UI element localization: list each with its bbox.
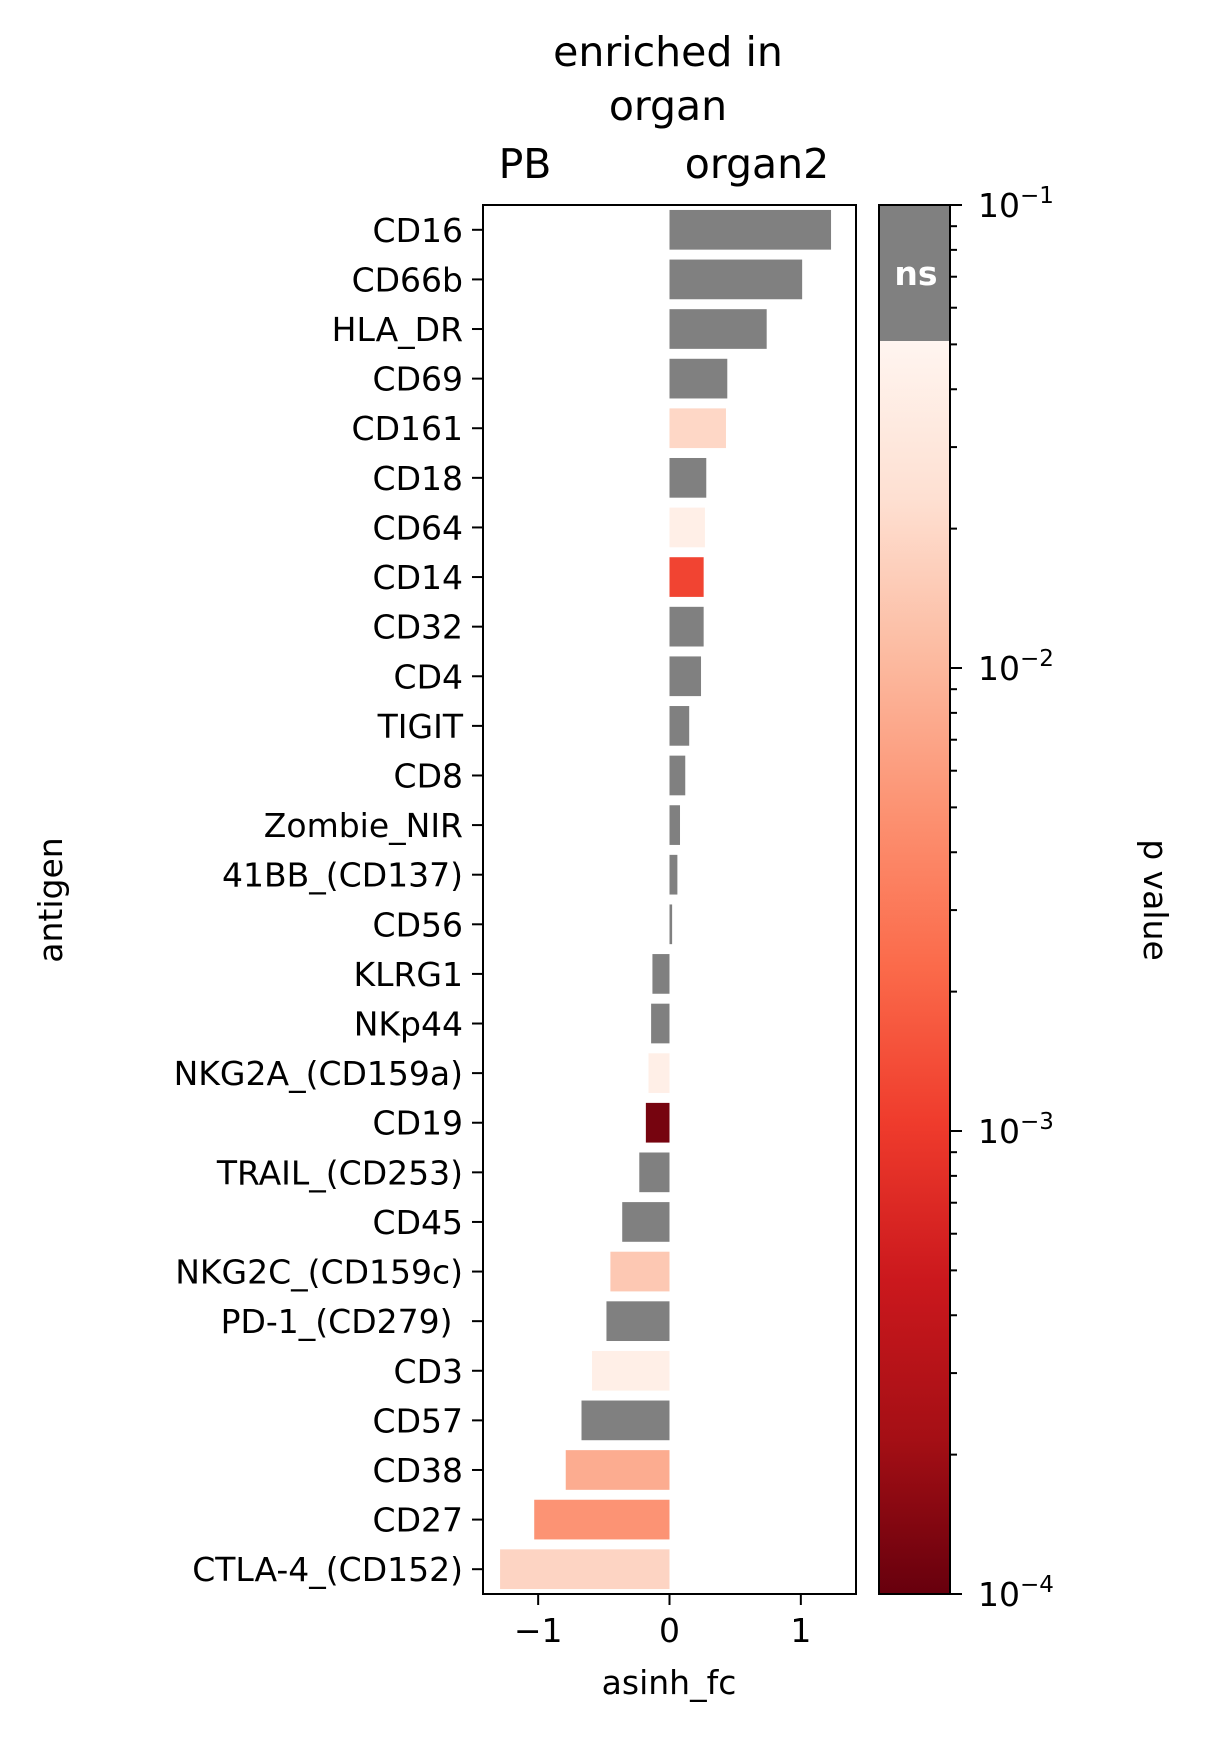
y-tick-label: CD161 [352,409,463,448]
y-tick-label: CD19 [373,1104,463,1143]
y-tick-label: CD38 [373,1451,463,1490]
y-tick-label: CD16 [373,211,463,250]
chart-title-line-2: organ [609,82,727,130]
x-axis: −1 0 1 [514,1594,811,1650]
y-tick-label: CD57 [373,1401,463,1440]
colorbar-gradient [879,341,950,1594]
bar-trail-cd253- [639,1152,670,1193]
bar-klrg1 [652,954,670,994]
y-tick-label: Zombie_NIR [264,806,463,845]
x-tick-label: 1 [790,1611,811,1650]
y-tick-label: CD66b [352,260,463,299]
group-label-right: organ2 [685,140,829,188]
y-tick-label: CD18 [373,459,463,498]
bar-41bb-cd137- [669,854,678,895]
colorbar-tick-label: 10−1 [978,183,1054,225]
bar-cd3 [592,1350,670,1391]
bar-cd56 [669,904,673,945]
y-tick-label: CD4 [394,657,463,696]
y-tick-label: TRAIL_(CD253) [216,1153,463,1192]
y-tick-label: KLRG1 [353,955,463,994]
bar-cd69 [669,358,728,399]
y-tick-label: CD8 [394,756,463,795]
bar-cd8 [669,755,686,796]
bar-nkg2c-cd159c- [610,1251,670,1292]
colorbar-axis: 10−1 10−2 10−3 10−4 [950,183,1054,1614]
bar-cd18 [669,457,707,498]
bar-cd64 [669,507,705,548]
bars-group [500,209,832,1590]
y-tick-label: TIGIT [377,707,464,746]
colorbar-frame [878,204,951,1595]
bar-cd27 [534,1499,670,1540]
colorbar-label: p value [1136,839,1175,961]
x-tick-label: 0 [659,1611,680,1650]
y-tick-label: CD3 [394,1352,463,1391]
bar-cd14 [669,557,704,597]
colorbar-tick-label: 10−3 [978,1109,1054,1151]
y-tick-label: 41BB_(CD137) [222,856,463,895]
colorbar-ns-label: ns [894,254,937,293]
x-axis-label: asinh_fc [602,1663,737,1702]
y-tick-label: CD32 [373,608,463,647]
y-tick-label: CD56 [373,905,463,944]
y-tick-label: CD14 [373,558,463,597]
y-tick-label: CTLA-4_(CD152) [192,1550,463,1589]
y-tick-label: CD45 [373,1203,463,1242]
bar-cd38 [565,1450,670,1490]
y-tick-label: HLA_DR [332,310,463,349]
bar-hla-dr [669,309,767,349]
colorbar-tick-label: 10−4 [978,1572,1054,1614]
y-axis: CD16 CD66b HLA_DR CD69 CD161 CD18 CD64 CD14 CD32… [174,211,483,1589]
bar-nkp44 [651,1003,670,1044]
bar-cd45 [622,1202,670,1242]
y-tick-label: CD27 [373,1501,463,1540]
bar-cd19 [645,1102,670,1143]
y-tick-label: NKG2C_(CD159c) [175,1253,463,1292]
bar-zombie-nir [669,805,681,845]
bar-tigit [669,706,690,746]
group-label-left: PB [499,140,552,188]
colorbar-tick-label: 10−2 [978,646,1054,688]
bar-cd32 [669,606,704,647]
colorbar-ns-block [879,205,950,341]
bar-cd57 [581,1400,670,1441]
x-tick-label: −1 [514,1611,563,1650]
y-tick-label: NKp44 [354,1005,463,1044]
y-tick-label: NKG2A_(CD159a) [174,1054,463,1093]
bar-nkg2a-cd159a- [648,1053,670,1093]
bar-cd4 [669,656,702,697]
y-tick-label: CD69 [373,360,463,399]
bar-ctla-4-cd152- [500,1549,670,1590]
y-tick-label: PD-1_(CD279) [221,1302,463,1341]
bar-pd-1-cd279- [606,1301,670,1342]
y-axis-label: antigen [31,837,70,962]
bar-cd16 [669,209,832,250]
bar-cd161 [669,408,726,449]
y-tick-label: CD64 [373,508,463,547]
bar-cd66b [669,259,803,300]
chart-title-line-1: enriched in [553,28,783,76]
